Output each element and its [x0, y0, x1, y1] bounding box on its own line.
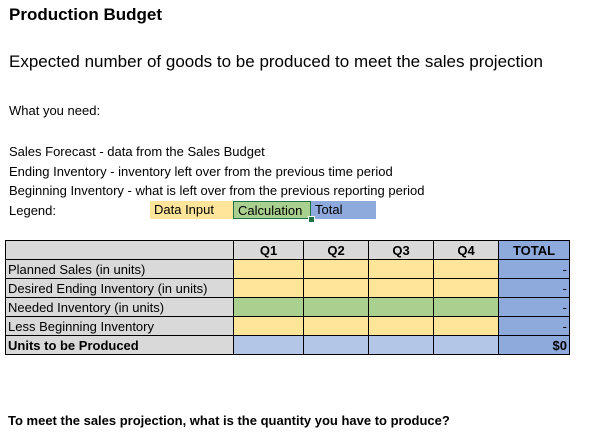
units-produced-q1[interactable]: [233, 335, 304, 355]
table-row: Units to be Produced $0: [5, 335, 570, 355]
header-q2[interactable]: Q2: [303, 240, 369, 260]
units-produced-q3[interactable]: [368, 335, 434, 355]
row-label-planned-sales[interactable]: Planned Sales (in units): [5, 259, 234, 279]
row-label-needed-inventory[interactable]: Needed Inventory (in units): [5, 297, 234, 317]
table-row: Less Beginning Inventory -: [5, 316, 570, 336]
legend-data-input[interactable]: Data Input: [150, 201, 233, 219]
beginning-inventory-q3-input[interactable]: [368, 316, 434, 336]
beginning-inventory-q4-input[interactable]: [433, 316, 499, 336]
header-q4[interactable]: Q4: [433, 240, 499, 260]
planned-sales-q2-input[interactable]: [303, 259, 369, 279]
question-text: To meet the sales projection, what is th…: [8, 413, 450, 428]
planned-sales-q1-input[interactable]: [233, 259, 304, 279]
sheet-subtitle: Expected number of goods to be produced …: [9, 52, 543, 71]
need-ending-inventory: Ending Inventory - inventory left over f…: [9, 164, 393, 179]
needed-inventory-q3-calc[interactable]: [368, 297, 434, 317]
row-label-units-to-be-produced[interactable]: Units to be Produced: [5, 335, 234, 355]
planned-sales-q3-input[interactable]: [368, 259, 434, 279]
needed-inventory-total[interactable]: -: [498, 297, 570, 317]
units-produced-q2[interactable]: [303, 335, 369, 355]
production-budget-table: Q1 Q2 Q3 Q4 TOTAL Planned Sales (in unit…: [5, 240, 570, 355]
header-q1[interactable]: Q1: [233, 240, 304, 260]
planned-sales-q4-input[interactable]: [433, 259, 499, 279]
table-header-row: Q1 Q2 Q3 Q4 TOTAL: [5, 240, 570, 260]
table-row: Desired Ending Inventory (in units) -: [5, 278, 570, 298]
units-produced-q4[interactable]: [433, 335, 499, 355]
ending-inventory-q4-input[interactable]: [433, 278, 499, 298]
table-row: Needed Inventory (in units) -: [5, 297, 570, 317]
ending-inventory-q3-input[interactable]: [368, 278, 434, 298]
need-beginning-inventory: Beginning Inventory - what is left over …: [9, 183, 425, 198]
ending-inventory-q2-input[interactable]: [303, 278, 369, 298]
header-q3[interactable]: Q3: [368, 240, 434, 260]
header-cell-blank[interactable]: [5, 240, 234, 260]
need-sales-forecast: Sales Forecast - data from the Sales Bud…: [9, 144, 265, 159]
row-label-desired-ending-inventory[interactable]: Desired Ending Inventory (in units): [5, 278, 234, 298]
units-produced-total[interactable]: $0: [498, 335, 570, 355]
header-total[interactable]: TOTAL: [498, 240, 570, 260]
legend-label: Legend:: [9, 203, 56, 218]
planned-sales-total[interactable]: -: [498, 259, 570, 279]
legend-total[interactable]: Total: [311, 201, 376, 219]
ending-inventory-q1-input[interactable]: [233, 278, 304, 298]
ending-inventory-total[interactable]: -: [498, 278, 570, 298]
needed-inventory-q1-calc[interactable]: [233, 297, 304, 317]
fill-handle[interactable]: [308, 216, 315, 223]
beginning-inventory-q1-input[interactable]: [233, 316, 304, 336]
sheet-title: Production Budget: [9, 5, 162, 24]
beginning-inventory-q2-input[interactable]: [303, 316, 369, 336]
needed-inventory-q2-calc[interactable]: [303, 297, 369, 317]
legend-calculation-selected-cell[interactable]: Calculation: [233, 201, 311, 219]
what-you-need-heading: What you need:: [9, 103, 101, 118]
needed-inventory-q4-calc[interactable]: [433, 297, 499, 317]
row-label-less-beginning-inventory[interactable]: Less Beginning Inventory: [5, 316, 234, 336]
table-row: Planned Sales (in units) -: [5, 259, 570, 279]
beginning-inventory-total[interactable]: -: [498, 316, 570, 336]
